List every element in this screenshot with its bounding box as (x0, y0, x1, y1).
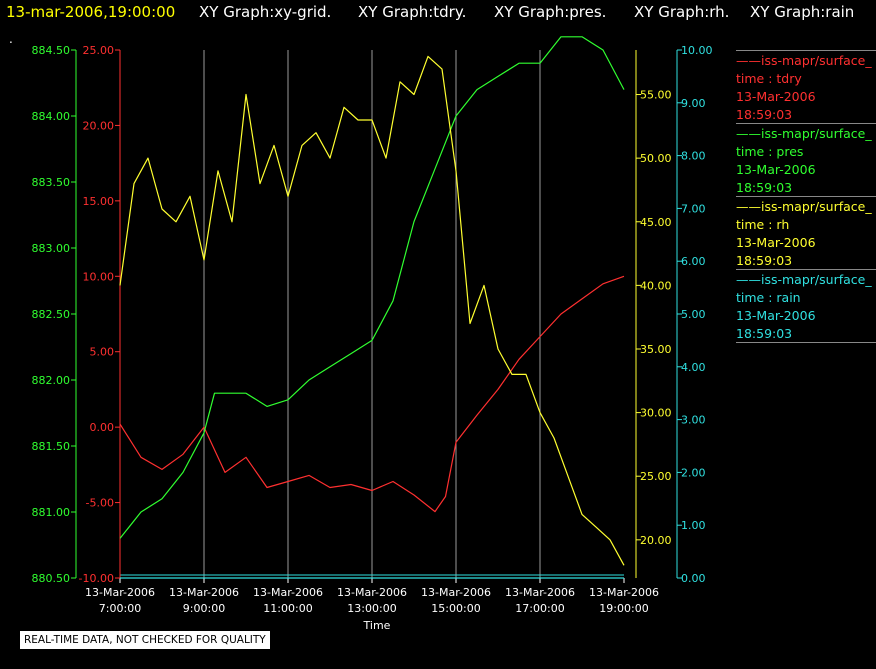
legend-title: ——iss-mapr/surface_ (736, 126, 872, 141)
tdry-tick-label: -10.00 (79, 572, 114, 585)
rain-tick-label: 6.00 (681, 255, 706, 268)
rain-tick-label: 10.00 (681, 44, 713, 57)
legend-title: ——iss-mapr/surface_ (736, 199, 872, 214)
x-tick-label-date: 13-Mar-2006 (337, 586, 407, 599)
pres-tick-label: 881.50 (32, 440, 71, 453)
rh-tick-label: 35.00 (640, 343, 672, 356)
legend: ——iss-mapr/surface_ time : tdry 13-Mar-2… (736, 50, 876, 343)
rain-tick-label: 5.00 (681, 308, 706, 321)
pres-tick-label: 884.50 (32, 44, 71, 57)
x-tick-label-date: 13-Mar-2006 (253, 586, 323, 599)
legend-time: 18:59:03 (736, 107, 793, 122)
x-tick-label-date: 13-Mar-2006 (505, 586, 575, 599)
tdry-tick-label: 25.00 (83, 44, 115, 57)
rh-tick-label: 45.00 (640, 216, 672, 229)
x-tick-label-date: 13-Mar-2006 (421, 586, 491, 599)
header-timestamp: 13-mar-2006,19:00:00 (6, 3, 176, 21)
x-tick-label-time: 11:00:00 (263, 602, 312, 615)
legend-time: 18:59:03 (736, 326, 793, 341)
rh-tick-label: 50.00 (640, 152, 672, 165)
rain-tick-label: 0.00 (681, 572, 706, 585)
x-tick-label-time: 13:00:00 (347, 602, 396, 615)
tdry-tick-label: 20.00 (83, 119, 115, 132)
x-axis-label: Time (363, 619, 391, 632)
x-tick-label-time: 15:00:00 (431, 602, 480, 615)
legend-field: time : tdry (736, 71, 802, 86)
rain-tick-label: 8.00 (681, 150, 706, 163)
tdry-tick-label: 0.00 (90, 421, 115, 434)
rain-tick-label: 2.00 (681, 466, 706, 479)
header-graph-tdry: XY Graph:tdry. (358, 3, 467, 21)
series-line-pres (119, 36, 625, 539)
pres-tick-label: 882.00 (32, 374, 71, 387)
legend-time: 18:59:03 (736, 180, 793, 195)
tdry-tick-label: 10.00 (83, 270, 115, 283)
legend-date: 13-Mar-2006 (736, 308, 816, 323)
legend-entry-tdry: ——iss-mapr/surface_ time : tdry 13-Mar-2… (736, 50, 876, 123)
pres-tick-label: 884.00 (32, 110, 71, 123)
rh-tick-label: 30.00 (640, 407, 672, 420)
rh-tick-label: 40.00 (640, 279, 672, 292)
legend-entry-pres: ——iss-mapr/surface_ time : pres 13-Mar-2… (736, 123, 876, 196)
rain-tick-label: 3.00 (681, 414, 706, 427)
legend-title: ——iss-mapr/surface_ (736, 272, 872, 287)
pres-tick-label: 883.50 (32, 176, 71, 189)
x-tick-label-date: 13-Mar-2006 (169, 586, 239, 599)
legend-date: 13-Mar-2006 (736, 89, 816, 104)
header-graph-rh: XY Graph:rh. (634, 3, 730, 21)
legend-field: time : rh (736, 217, 790, 232)
legend-time: 18:59:03 (736, 253, 793, 268)
pres-tick-label: 882.50 (32, 308, 71, 321)
rh-tick-label: 25.00 (640, 470, 672, 483)
legend-date: 13-Mar-2006 (736, 162, 816, 177)
x-tick-label-time: 7:00:00 (99, 602, 141, 615)
quality-warning: REAL-TIME DATA, NOT CHECKED FOR QUALITY (20, 631, 270, 649)
stray-mark: . (9, 32, 13, 46)
x-tick-label-time: 19:00:00 (599, 602, 648, 615)
rain-tick-label: 4.00 (681, 361, 706, 374)
legend-field: time : pres (736, 144, 804, 159)
legend-date: 13-Mar-2006 (736, 235, 816, 250)
pres-tick-label: 883.00 (32, 242, 71, 255)
x-tick-label-date: 13-Mar-2006 (589, 586, 659, 599)
legend-entry-rh: ——iss-mapr/surface_ time : rh 13-Mar-200… (736, 196, 876, 269)
rain-tick-label: 7.00 (681, 202, 706, 215)
series-line-rh (119, 55, 625, 566)
legend-field: time : rain (736, 290, 801, 305)
rh-tick-label: 20.00 (640, 534, 672, 547)
rain-tick-label: 9.00 (681, 97, 706, 110)
header-graph-xy-grid: XY Graph:xy-grid. (199, 3, 332, 21)
x-tick-label-time: 9:00:00 (183, 602, 225, 615)
pres-tick-label: 881.00 (32, 506, 71, 519)
pres-tick-label: 880.50 (32, 572, 71, 585)
header-graph-pres: XY Graph:pres. (494, 3, 607, 21)
header-graph-rain: XY Graph:rain (750, 3, 855, 21)
legend-title: ——iss-mapr/surface_ (736, 53, 872, 68)
tdry-tick-label: -5.00 (86, 497, 114, 510)
legend-entry-rain: ——iss-mapr/surface_ time : rain 13-Mar-2… (736, 269, 876, 343)
chart-header: 13-mar-2006,19:00:00 XY Graph:xy-grid. X… (0, 0, 876, 24)
tdry-tick-label: 5.00 (90, 346, 115, 359)
x-tick-label-time: 17:00:00 (515, 602, 564, 615)
x-tick-label-date: 13-Mar-2006 (85, 586, 155, 599)
rain-tick-label: 1.00 (681, 519, 706, 532)
series-line-tdry (119, 275, 625, 513)
tdry-tick-label: 15.00 (83, 195, 115, 208)
rh-tick-label: 55.00 (640, 89, 672, 102)
